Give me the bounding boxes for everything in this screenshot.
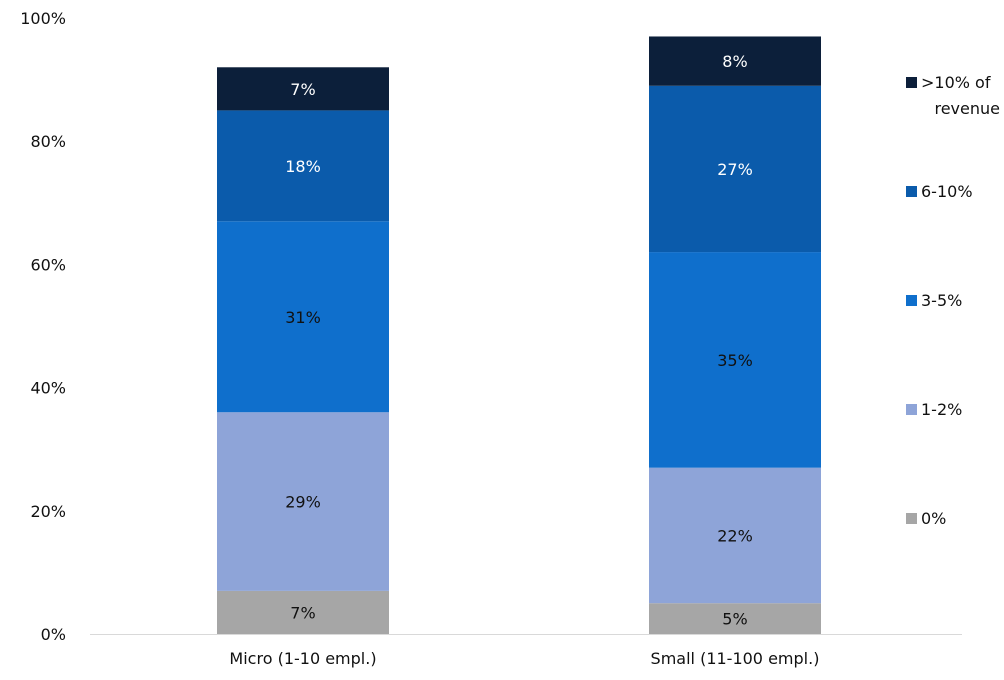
data-label: 35% [717, 351, 753, 370]
legend-label: 0% [921, 509, 946, 528]
x-category-label: Small (11-100 empl.) [651, 649, 820, 668]
bar-segment-6-10 [217, 110, 389, 222]
legend-label: 3-5% [921, 291, 962, 310]
legend-label: 6-10% [921, 182, 973, 201]
y-tick-label: 80% [30, 132, 66, 151]
data-label: 22% [717, 526, 753, 545]
legend-swatch [906, 513, 917, 524]
legend-swatch [906, 295, 917, 306]
legend-item-1-2: 1-2% [906, 400, 962, 419]
y-tick-label: 60% [30, 255, 66, 274]
legend-swatch [906, 186, 917, 197]
y-tick-label: 40% [30, 379, 66, 398]
bar-segment-0 [217, 590, 389, 634]
legend-item-3-5: 3-5% [906, 291, 962, 310]
data-label: 29% [285, 493, 321, 512]
bar-segment-0 [649, 603, 821, 634]
data-label: 7% [290, 603, 315, 622]
bar-segment-10-of-revenue [649, 36, 821, 86]
y-tick-label: 0% [41, 625, 66, 644]
bar-segment-3-5 [217, 221, 389, 413]
y-tick-label: 100% [20, 9, 66, 28]
data-label: 31% [285, 308, 321, 327]
x-category-label: Micro (1-10 empl.) [229, 649, 376, 668]
legend-item-0: 0% [906, 509, 946, 528]
data-label: 5% [722, 610, 747, 629]
data-label: 18% [285, 157, 321, 176]
legend-swatch [906, 404, 917, 415]
bar-segment-6-10 [649, 85, 821, 253]
bar-segment-1-2 [217, 412, 389, 591]
y-tick-label: 20% [30, 502, 66, 521]
bar-segment-1-2 [649, 467, 821, 604]
data-label: 8% [722, 52, 747, 71]
bar-segment-3-5 [649, 252, 821, 468]
legend-item-10-of-revenue: >10% of revenue [906, 73, 1000, 118]
data-label: 7% [290, 80, 315, 99]
legend-item-6-10: 6-10% [906, 182, 973, 201]
legend-label: 1-2% [921, 400, 962, 419]
legend-swatch [906, 77, 917, 88]
data-label: 27% [717, 160, 753, 179]
legend-label: revenue [934, 99, 1000, 118]
bar-segment-10-of-revenue [217, 67, 389, 111]
legend-label: >10% of [921, 73, 991, 92]
